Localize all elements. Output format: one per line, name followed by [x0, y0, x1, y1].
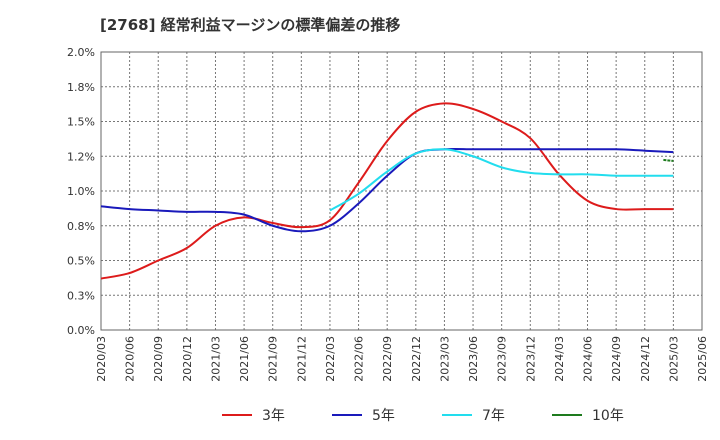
series-line	[100, 102, 674, 280]
x-tick-label: 2022/03	[324, 336, 337, 382]
x-tick-label: 2021/06	[238, 336, 251, 382]
x-tick-label: 2025/06	[696, 336, 709, 382]
y-tick-label: 1.8%	[67, 81, 95, 94]
y-tick-label: 0.8%	[67, 220, 95, 233]
x-tick-label: 2024/03	[553, 336, 566, 382]
legend-label: 10年	[592, 408, 624, 424]
y-tick-label: 1.0%	[67, 185, 95, 198]
x-tick-label: 2020/06	[124, 336, 137, 382]
x-tick-label: 2022/06	[353, 336, 366, 382]
x-tick-label: 2020/03	[95, 336, 108, 382]
x-tick-label: 2023/12	[524, 336, 537, 382]
x-tick-label: 2024/12	[639, 336, 652, 382]
series-line	[329, 148, 674, 212]
x-tick-label: 2021/03	[209, 336, 222, 382]
y-tick-label: 0.0%	[67, 324, 95, 337]
x-tick-label: 2020/09	[152, 336, 165, 382]
x-tick-label: 2023/03	[438, 336, 451, 382]
y-tick-label: 0.3%	[67, 289, 95, 302]
x-tick-label: 2021/12	[295, 336, 308, 382]
y-tick-label: 0.5%	[67, 255, 95, 268]
legend-label: 7年	[482, 408, 505, 424]
series-line	[663, 158, 674, 162]
legend-label: 3年	[262, 408, 285, 424]
series-line	[100, 147, 674, 233]
x-tick-label: 2025/03	[667, 336, 680, 382]
chart-title: [2768] 経常利益マージンの標準偏差の推移	[100, 16, 401, 34]
x-tick-label: 2023/06	[467, 336, 480, 382]
x-tick-label: 2023/09	[496, 336, 509, 382]
y-tick-label: 1.2%	[67, 150, 95, 163]
plot-border	[100, 51, 703, 331]
x-tick-label: 2024/06	[582, 336, 595, 382]
y-tick-label: 1.5%	[67, 116, 95, 129]
legend-label: 5年	[372, 408, 395, 424]
x-tick-label: 2024/09	[610, 336, 623, 382]
x-tick-label: 2022/09	[381, 336, 394, 382]
x-tick-label: 2022/12	[410, 336, 423, 382]
x-tick-label: 2020/12	[181, 336, 194, 382]
y-tick-label: 2.0%	[67, 46, 95, 59]
x-tick-label: 2021/09	[267, 336, 280, 382]
